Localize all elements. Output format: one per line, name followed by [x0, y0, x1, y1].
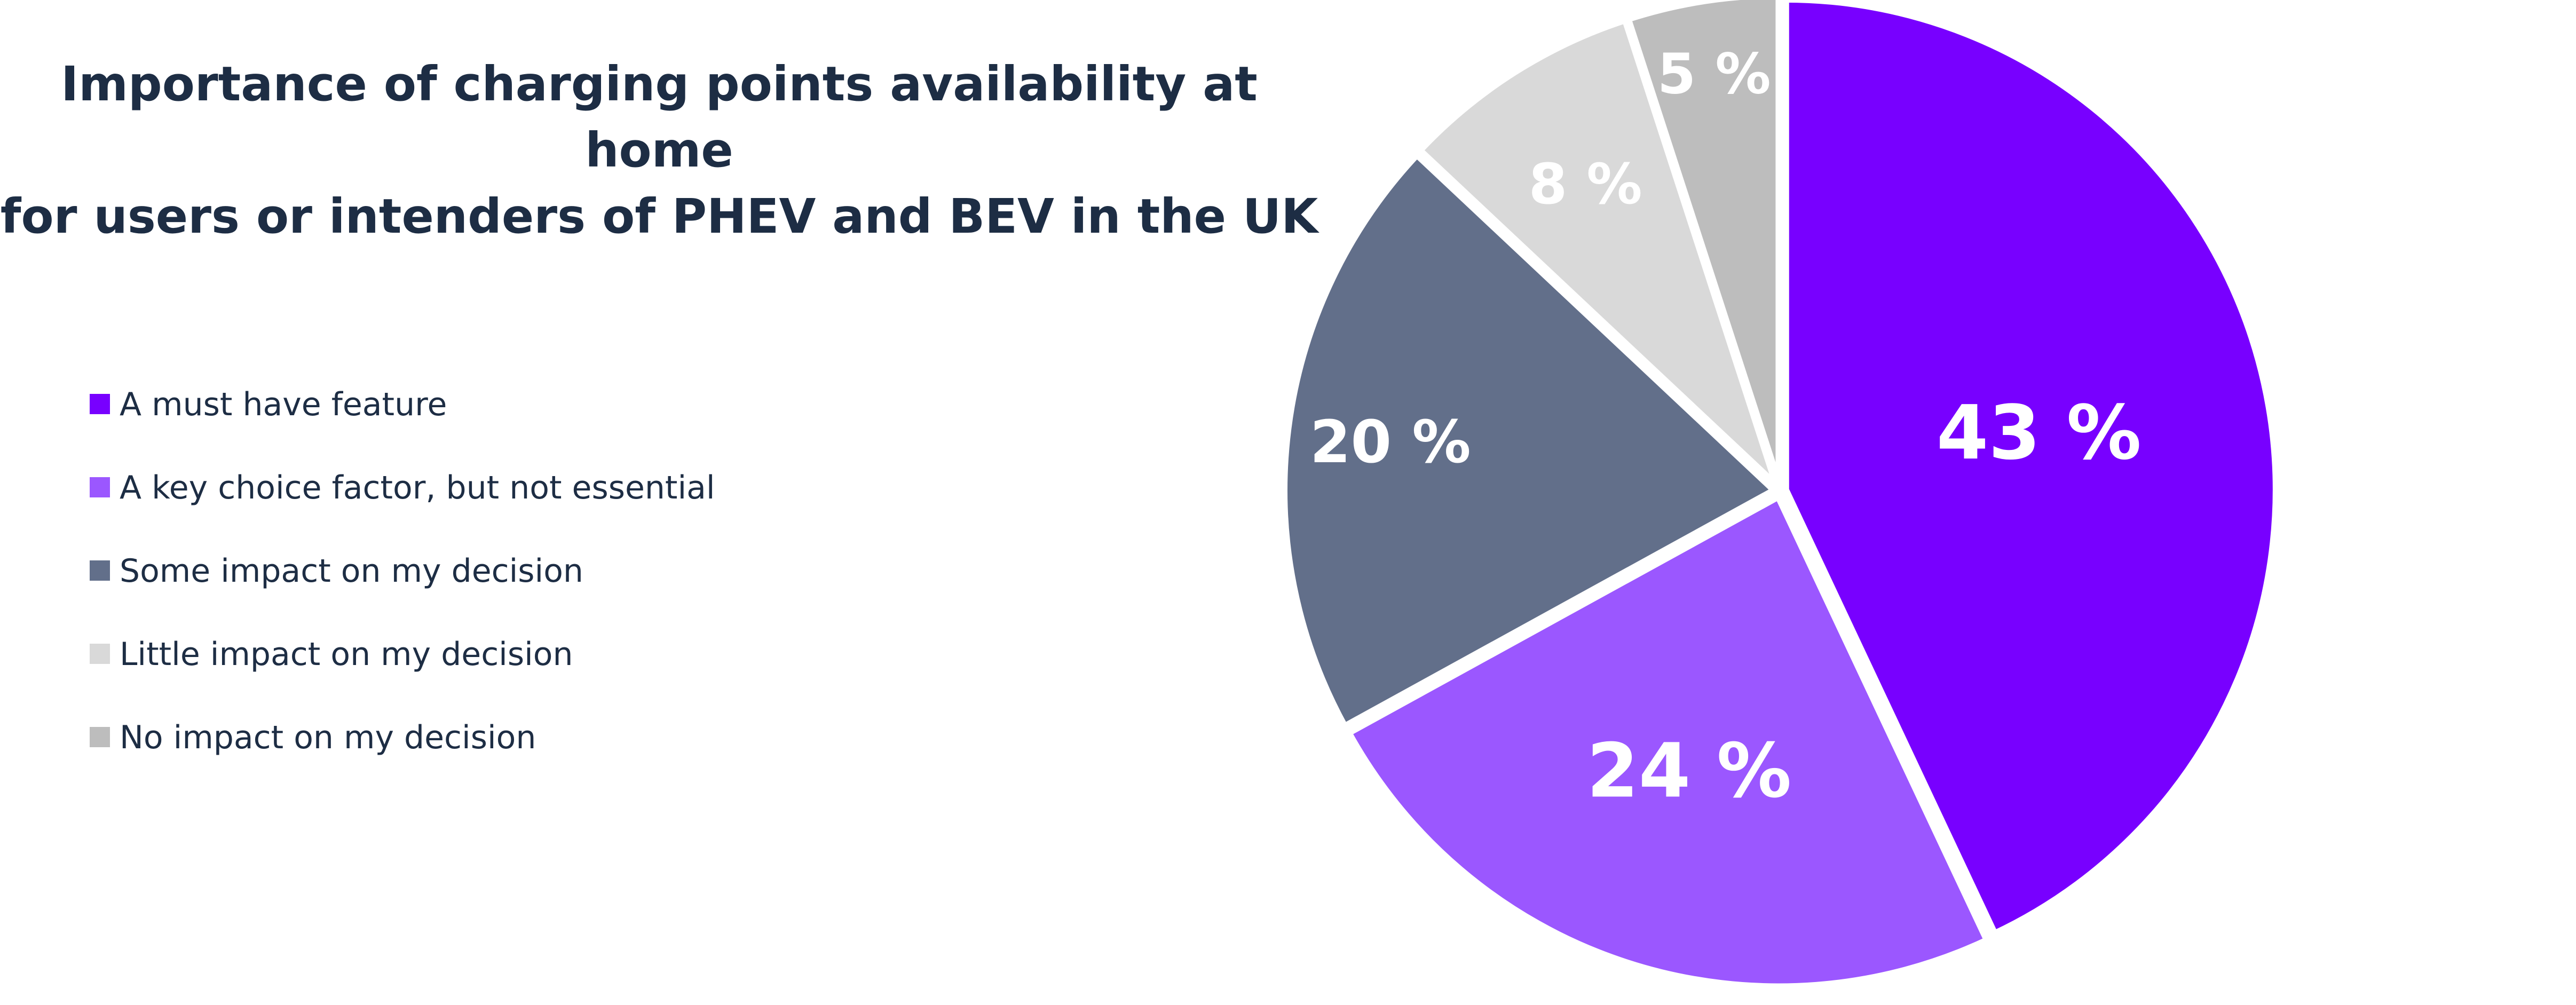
pie-slice: [1343, 490, 1993, 991]
chart-title: Importance of charging points availabili…: [0, 51, 1318, 249]
legend-label: Some impact on my decision: [120, 552, 583, 590]
slice-value-label: 24 %: [1587, 727, 1792, 814]
pie-slice: [1414, 14, 1781, 489]
legend-swatch: [90, 394, 110, 414]
legend-label: No impact on my decision: [120, 719, 536, 756]
slice-value-label: 5 %: [1657, 42, 1771, 107]
legend-label: A must have feature: [120, 386, 447, 423]
pie-slice: [1781, 0, 2280, 939]
chart-title-line-2: for users or intenders of PHEV and BEV i…: [0, 188, 1318, 244]
chart-title-line-1: Importance of charging points availabili…: [61, 56, 1258, 178]
slice-value-label: 20 %: [1310, 408, 1471, 476]
legend-swatch: [90, 727, 110, 747]
legend-label: Little impact on my decision: [120, 636, 573, 673]
slice-value-label: 43 %: [1937, 390, 2142, 477]
pie-slice: [1280, 149, 1781, 732]
legend-swatch: [90, 644, 110, 664]
legend-swatch: [90, 477, 110, 497]
slice-value-label: 8 %: [1529, 152, 1642, 217]
legend-label: A key choice factor, but not essential: [120, 469, 715, 507]
legend-swatch: [90, 560, 110, 581]
pie-slice: [1623, 0, 1783, 487]
